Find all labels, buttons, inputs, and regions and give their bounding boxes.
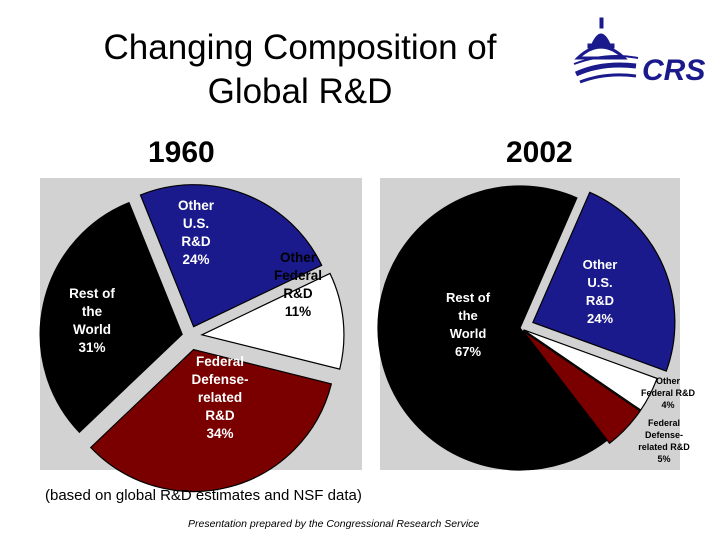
slice-label-line: R&D <box>181 234 210 249</box>
slice-value-label: 67% <box>455 344 481 359</box>
pie-1960-slice-other-us <box>139 184 323 328</box>
title-line-1: Changing Composition of <box>103 28 497 67</box>
slice-label-line: Defense- <box>191 372 248 387</box>
slice-value-label: 34% <box>206 426 233 441</box>
slice-label-line: related <box>198 390 242 405</box>
pie-2002-slice-rest-world <box>377 185 608 471</box>
slice-label-line: R&D <box>586 293 614 308</box>
slice-label-line: U.S. <box>587 275 612 290</box>
pie-1960-slice-federal-defense <box>89 348 333 493</box>
logo-text: CRS <box>642 54 705 87</box>
slice-label-line: World <box>450 326 487 341</box>
slice-label-line: R&D <box>283 286 312 301</box>
slice-label-line: Defense- <box>645 430 683 440</box>
slice-label-line: Other <box>583 257 618 272</box>
pie-2002-slice-federal-defense <box>522 330 641 445</box>
slice-label-line: Federal <box>196 354 244 369</box>
slice-label-line: Federal R&D <box>641 388 696 398</box>
presentation-credit: Presentation prepared by the Congression… <box>188 518 480 530</box>
slice-value-label: 31% <box>78 340 105 355</box>
slice-label-line: the <box>458 308 478 323</box>
slice-value-label: 11% <box>285 304 311 319</box>
pie-1960-slice-rest-world <box>39 201 183 434</box>
pie-2002-label-federal-defense: Federal Defense-related R&D 5% <box>638 418 690 464</box>
pie-1960-label-rest-world: Rest of the World 31% <box>69 286 115 355</box>
slice-label-line: Rest of <box>446 290 491 305</box>
chart-title-2002: 2002 <box>506 136 573 169</box>
pie-1960: Other U.S. R&D 24% Other Federal R&D 11% Federal… <box>39 184 345 493</box>
slice-label-line: Other <box>280 250 317 265</box>
slice-value-label: 5% <box>657 454 670 464</box>
slice-label-line: related R&D <box>638 442 690 452</box>
pie-2002-slice-other-us <box>532 191 676 372</box>
slice-label-line: R&D <box>205 408 234 423</box>
crs-logo: CRS <box>572 14 712 94</box>
pie-1960-label-other-federal: Other Federal R&D 11% <box>274 250 322 319</box>
pie-2002-slice-other-federal <box>523 329 658 411</box>
slice-value-label: 24% <box>587 311 613 326</box>
slice-label-line: Federal <box>648 418 680 428</box>
pie-1960-slice-other-federal <box>200 272 345 370</box>
slice-label-line: Other <box>656 376 681 386</box>
pie-1960-label-federal-defense: Federal Defense-related R&D 34% <box>191 354 248 441</box>
pie-2002-label-other-federal: Other Federal R&D 4% <box>641 376 696 410</box>
pie-1960-label-other-us: Other U.S. R&D 24% <box>178 198 215 267</box>
slide-title: Changing Composition of Global R&D <box>60 26 540 114</box>
data-source-note: (based on global R&D estimates and NSF d… <box>45 487 362 504</box>
pie-2002-label-other-us: Other U.S. R&D 24% <box>583 257 618 326</box>
pie-2002: Other U.S. R&D 24% Other Federal R&D 4% Federal… <box>377 185 696 471</box>
chart-title-1960: 1960 <box>148 136 215 169</box>
capitol-dome-icon: CRS <box>573 17 705 87</box>
slice-label-line: U.S. <box>183 216 209 231</box>
slice-value-label: 24% <box>182 252 209 267</box>
slice-label-line: Other <box>178 198 215 213</box>
slice-label-line: Rest of <box>69 286 115 301</box>
slice-value-label: 4% <box>661 400 674 410</box>
title-line-2: Global R&D <box>207 72 393 111</box>
slice-label-line: the <box>82 304 103 319</box>
slice-label-line: Federal <box>274 268 322 283</box>
pie-2002-label-rest-world: Rest of the World 67% <box>446 290 491 359</box>
slice-label-line: World <box>73 322 111 337</box>
